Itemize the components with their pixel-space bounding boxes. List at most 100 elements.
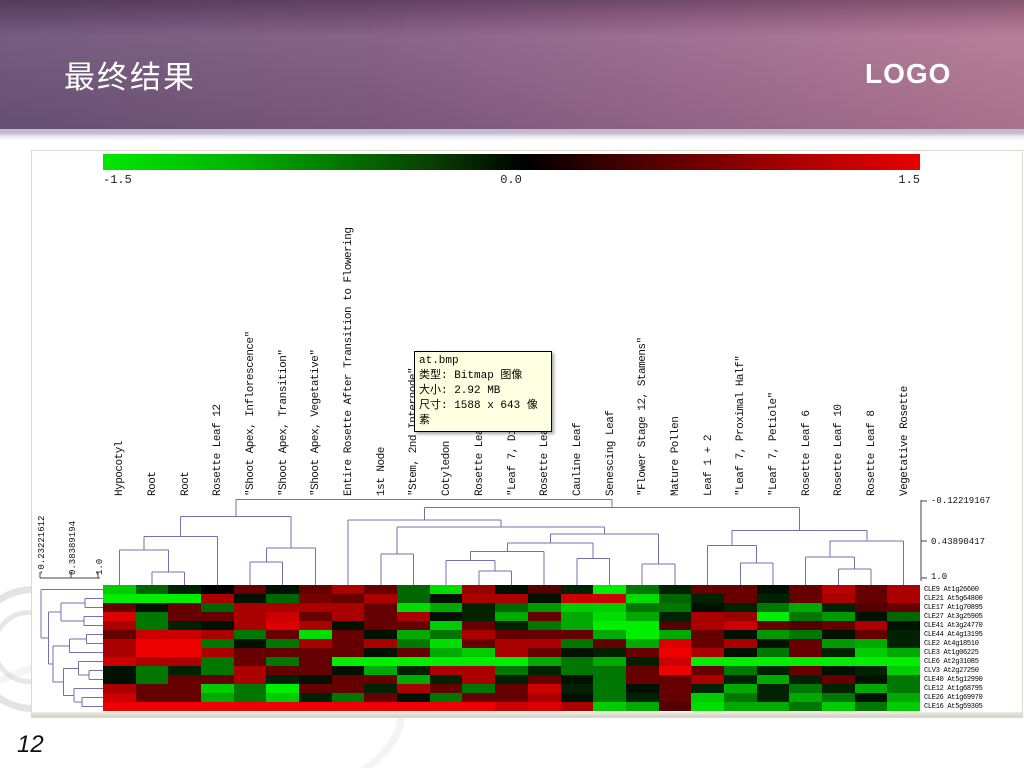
heatmap-cell [854,612,888,621]
heatmap-cell [397,594,430,603]
tooltip-size: 大小: 2.92 MB [419,385,501,397]
heatmap-cell [789,621,822,630]
heatmap-cell [397,639,430,648]
colorbar-max-label: 1.5 [898,173,920,187]
heatmap-cell [397,585,430,594]
heatmap-cell [233,630,267,639]
heatmap-cell [658,657,692,666]
heatmap-cell [527,594,561,603]
heatmap-cell [168,621,202,630]
heatmap-cell [299,702,332,711]
tooltip-filename: at.bmp [419,355,459,367]
heatmap-cell [135,648,169,657]
row-label: CLE3 At1g06225 [924,649,979,657]
heatmap-cell [625,594,659,603]
heatmap-cell [168,684,202,693]
heatmap-cell [103,684,136,693]
heatmap-cell [756,603,790,612]
heatmap-cell [593,621,626,630]
heatmap-cell [789,702,822,711]
heatmap-cell [887,648,920,657]
heatmap-cell [495,603,528,612]
heatmap-cell [299,693,332,702]
heatmap-cell [625,630,659,639]
heatmap-cell [397,657,430,666]
heatmap-cell [429,621,463,630]
heatmap-cell [495,675,528,684]
heatmap-cell [266,585,300,594]
heatmap-cell [821,630,855,639]
heatmap-cell [756,594,790,603]
heatmap-cell [266,666,300,675]
heatmap-cell [168,603,202,612]
heatmap-cell [821,657,855,666]
heatmap-cell [233,648,267,657]
heatmap-cell [625,693,659,702]
heatmap-cell [201,585,234,594]
heatmap-cell [233,693,267,702]
heatmap-cell [462,666,496,675]
heatmap-cell [691,585,724,594]
heatmap-cell [135,612,169,621]
heatmap-cell [593,612,626,621]
column-label: Rosette Leaf 6 [800,410,813,496]
heatmap-cell [331,693,365,702]
heatmap-cell [593,585,626,594]
heatmap-cell [527,702,561,711]
heatmap-cell [397,612,430,621]
heatmap-cell [299,684,332,693]
heatmap-cell [495,639,528,648]
heatmap-cell [658,585,692,594]
heatmap-cell [331,684,365,693]
heatmap-cell [331,657,365,666]
heatmap-cell [756,702,790,711]
heatmap-cell [658,621,692,630]
heatmap-cell [266,612,300,621]
heatmap-cell [364,639,398,648]
column-label: Root [147,471,160,496]
heatmap-cell [691,612,724,621]
heatmap-figure-image[interactable]: -1.5 0.0 1.5 Hypocotyl Root Root Rosette Le… [31,150,1023,718]
row-label: CLE6 At2g31085 [924,658,979,666]
heatmap-cell [593,639,626,648]
tooltip-dimensions: 尺寸: 1588 x 643 像素 [419,400,538,427]
heatmap-cell [691,630,724,639]
heatmap-cell [364,666,398,675]
row-label: CLV3 At2g27250 [924,667,979,675]
page-title: 最终结果 [64,60,196,95]
heatmap-cell [887,684,920,693]
colorbar-mid-label: 0.0 [500,173,522,187]
heatmap-cell [201,648,234,657]
heatmap-cell [887,657,920,666]
heatmap-cell [887,693,920,702]
heatmap-cell [495,648,528,657]
heatmap-cell [887,621,920,630]
column-label: Entire Rosette After Transition to Flowe… [343,227,356,496]
heatmap-cell [135,639,169,648]
column-label: Rosette Leaf 8 [865,410,878,496]
heatmap-cell [723,621,757,630]
heatmap-cell [756,657,790,666]
heatmap-cell [756,621,790,630]
heatmap-cell [495,693,528,702]
heatmap-cell [364,621,398,630]
heatmap-cell [527,684,561,693]
heatmap-cell [331,603,365,612]
column-label: Senescing Leaf [604,410,617,496]
column-label: "Shoot Apex, Transition" [277,349,290,496]
heatmap-cell [691,675,724,684]
heatmap-cell [168,702,202,711]
column-label: Cauline Leaf [571,422,584,496]
heatmap-cell [201,702,234,711]
heatmap-cell [135,675,169,684]
heatmap-cell [429,675,463,684]
heatmap-cell [625,621,659,630]
heatmap-cell [625,666,659,675]
heatmap-cell [756,666,790,675]
heatmap-cell [593,693,626,702]
heatmap-cell [201,675,234,684]
heatmap-cell [233,702,267,711]
heatmap-cell [723,594,757,603]
heatmap-cell [593,666,626,675]
